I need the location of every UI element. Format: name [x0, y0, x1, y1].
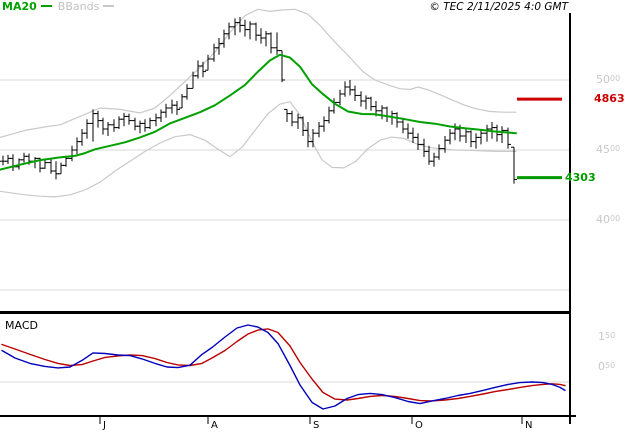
- bollinger-bands: [0, 8, 517, 198]
- month-label-N: N: [525, 420, 533, 431]
- copyright-timestamp: © TEC 2/11/2025 4:0 GMT: [429, 1, 568, 13]
- level-label-4303: 4303: [565, 170, 596, 184]
- macd-lines: [1, 324, 566, 410]
- macd-axis-label-1.5: 150: [598, 330, 616, 343]
- month-label-O: O: [415, 420, 423, 431]
- bbands-line-swatch-icon: [103, 5, 115, 7]
- axes-frame: [0, 13, 576, 424]
- month-label-S: S: [313, 420, 320, 431]
- price-axis-label-4000: 4000: [596, 213, 621, 226]
- level-label-4863: 4863: [594, 92, 625, 106]
- ma20-line-swatch-icon: [40, 5, 52, 7]
- legend-bbands-label: BBands: [57, 0, 100, 13]
- price-bars: [0, 17, 517, 184]
- macd-panel-title: MACD: [5, 319, 38, 332]
- price-axis-label-4500: 4500: [596, 143, 621, 156]
- ma20-line: [0, 53, 517, 171]
- month-label-J: J: [103, 420, 106, 431]
- legend-ma20-label: MA20: [2, 0, 37, 13]
- level-lines: [517, 97, 562, 180]
- price-axis-label-5000: 5000: [596, 73, 621, 86]
- macd-axis-label-0.5: 050: [598, 360, 616, 373]
- gridlines: [0, 79, 570, 383]
- month-label-A: A: [211, 420, 218, 431]
- chart-legend: MA20 BBands: [2, 1, 120, 13]
